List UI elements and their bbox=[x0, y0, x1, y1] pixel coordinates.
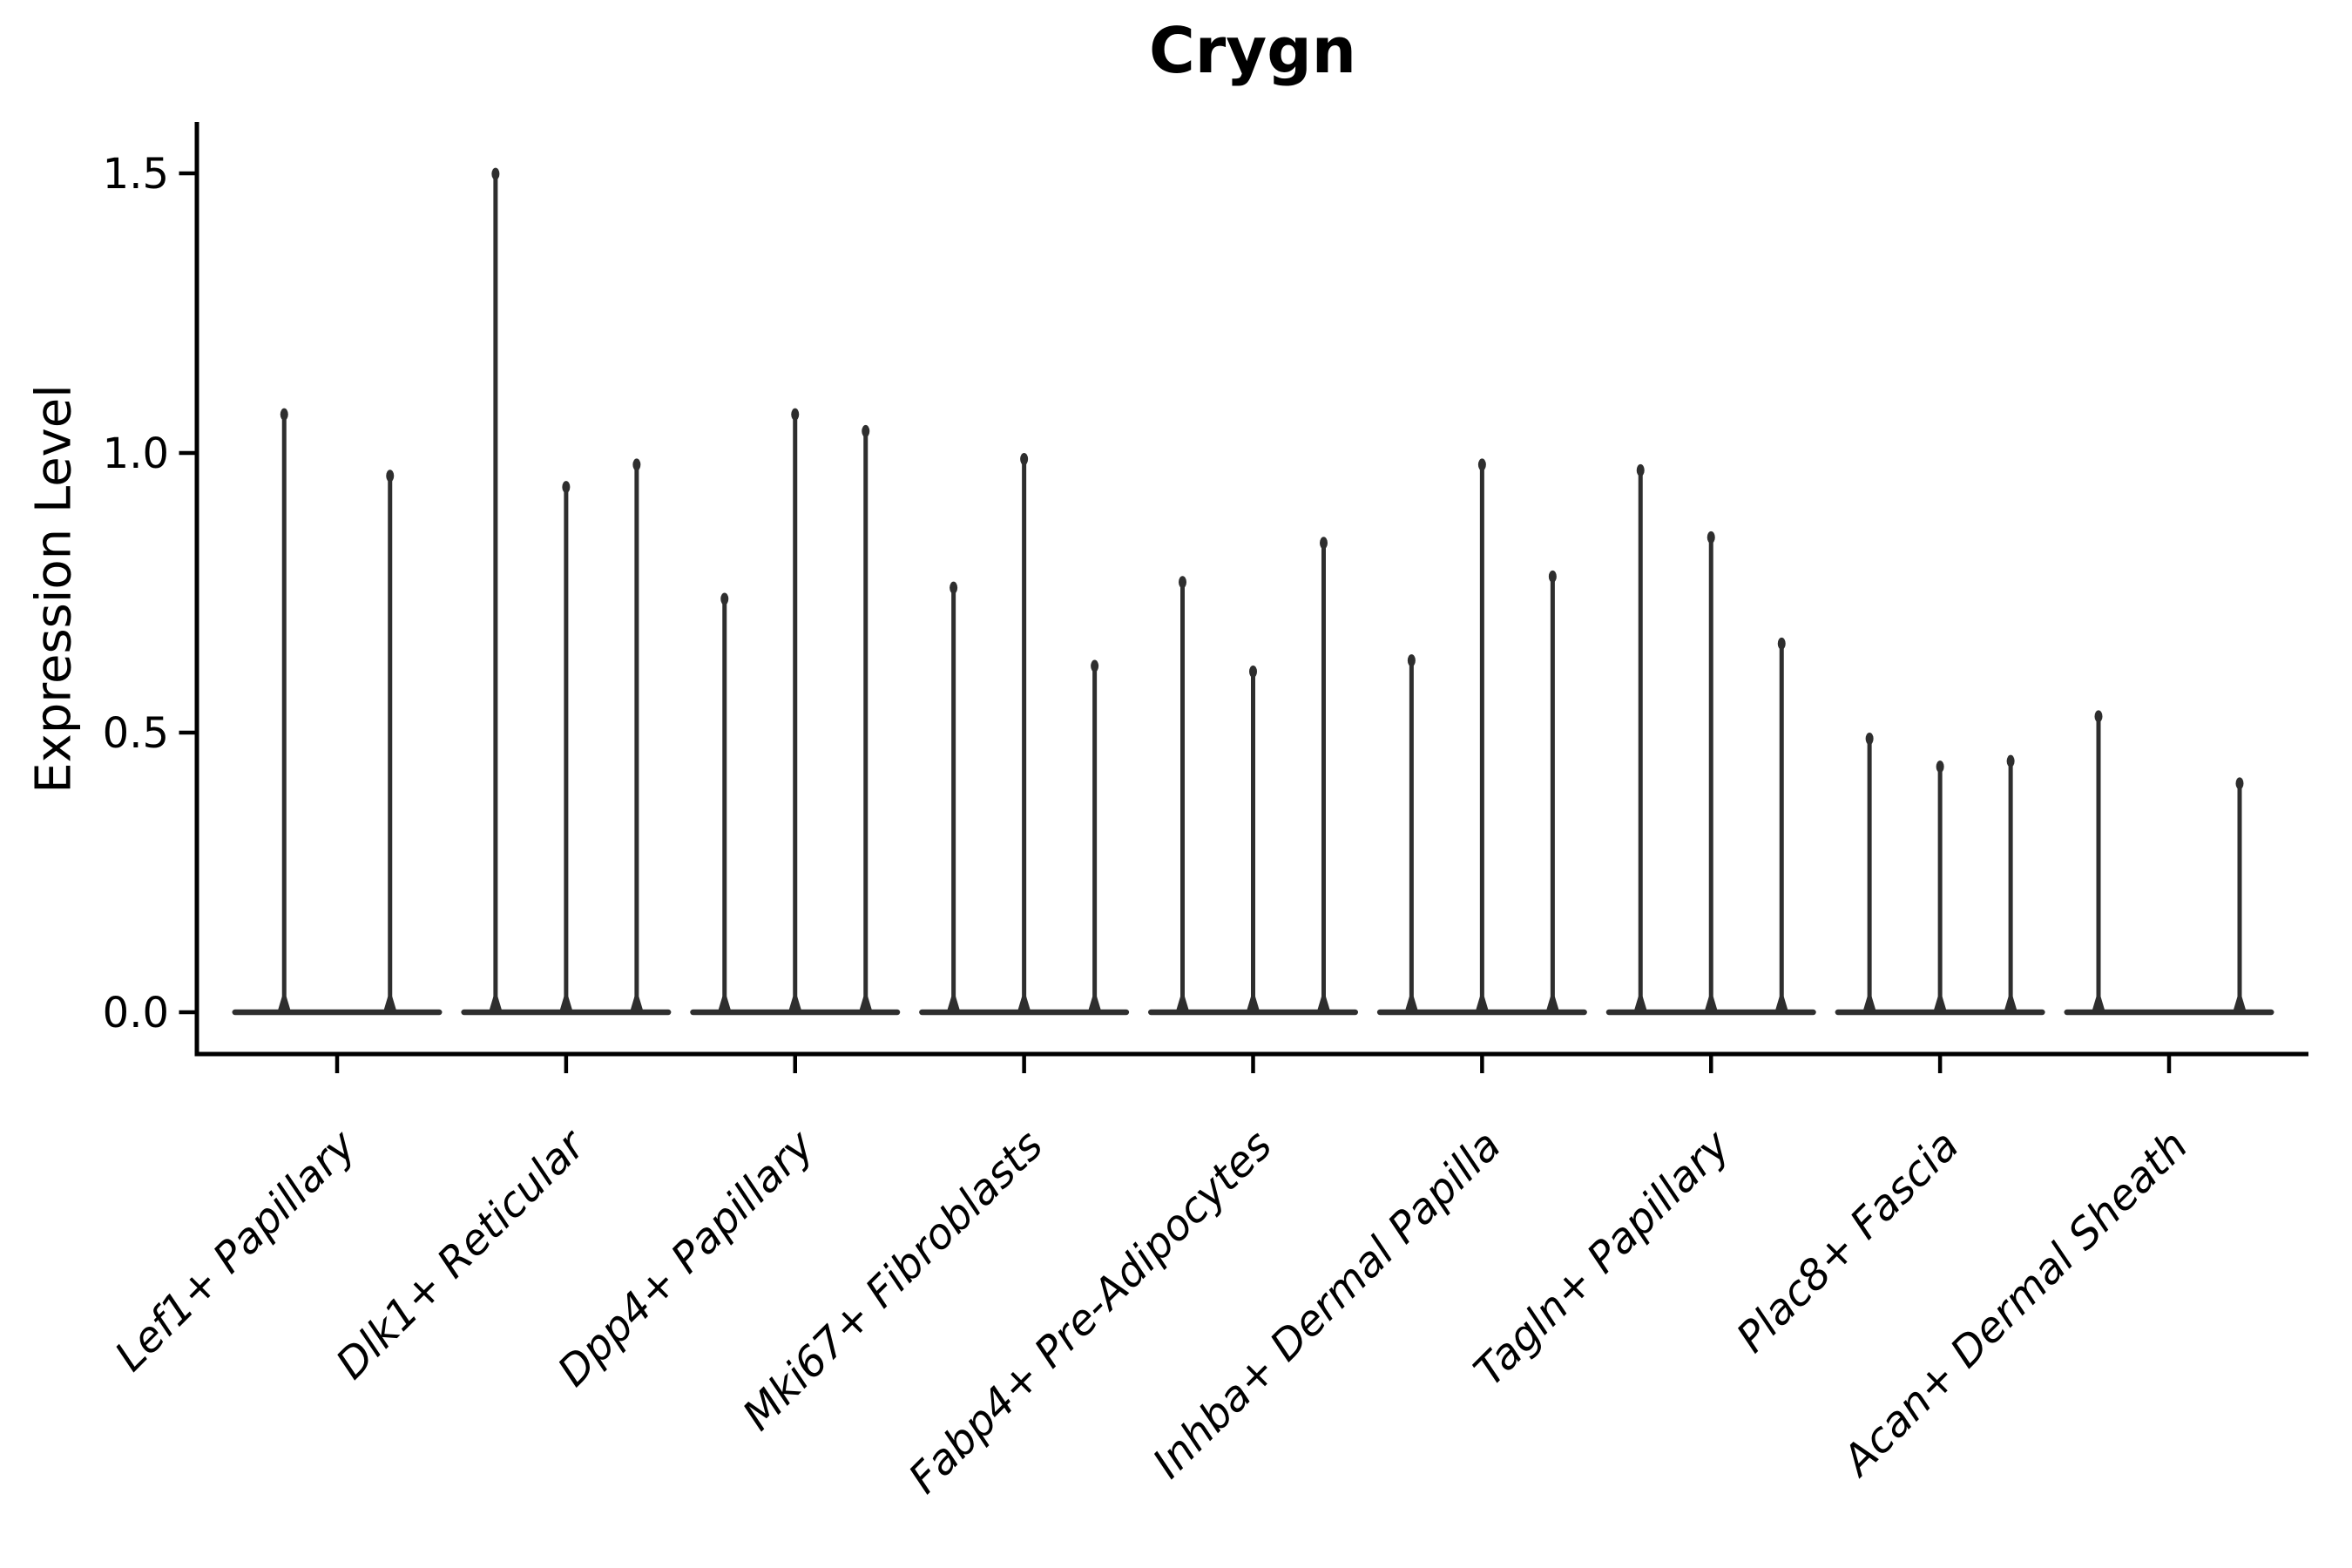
violin-needle bbox=[388, 473, 393, 1012]
violin-needle-tip bbox=[562, 481, 571, 494]
violin-needle-tip bbox=[862, 424, 870, 437]
x-tick bbox=[1709, 1056, 1713, 1073]
y-tick bbox=[179, 171, 195, 176]
violin-needle-tip bbox=[386, 470, 395, 483]
violin-needle-tip bbox=[280, 408, 288, 421]
violin-needle bbox=[793, 411, 798, 1012]
violin-needle bbox=[634, 462, 639, 1012]
violin-needle-tip bbox=[1179, 576, 1186, 589]
violin-needle-tip bbox=[2235, 777, 2244, 790]
x-tick bbox=[1022, 1056, 1026, 1073]
x-tick bbox=[2166, 1056, 2172, 1073]
violin-needle-tip bbox=[1477, 458, 1486, 471]
x-tick bbox=[1251, 1056, 1255, 1073]
x-tick bbox=[793, 1056, 797, 1073]
y-axis-spine bbox=[194, 122, 199, 1057]
x-tick bbox=[564, 1056, 569, 1073]
x-tick-label: Lef1+ Papillary bbox=[105, 1120, 366, 1381]
x-tick bbox=[1480, 1056, 1484, 1073]
violin-needle-tip bbox=[491, 167, 500, 180]
violin-needle-tip bbox=[950, 581, 958, 594]
x-tick-label: Dpp4+ Papillary bbox=[549, 1120, 824, 1396]
violin-needle-tip bbox=[1548, 570, 1557, 583]
violin-needle-tip bbox=[1320, 537, 1328, 550]
violin-needle-tip bbox=[791, 408, 800, 421]
violin-needle-tip bbox=[1777, 637, 1786, 650]
violin-needle bbox=[2237, 781, 2242, 1012]
y-tick-label: 0.0 bbox=[103, 989, 169, 1037]
violin-needle-tip bbox=[1936, 760, 1944, 774]
violin-needle bbox=[1409, 658, 1414, 1012]
x-tick bbox=[335, 1056, 340, 1073]
violin-needle bbox=[1321, 540, 1326, 1012]
violin-needle bbox=[722, 596, 727, 1012]
plot-title: Crygn bbox=[1148, 14, 1357, 87]
x-tick-label: Dlk1+ Reticular bbox=[327, 1119, 597, 1389]
violin-needle-tip bbox=[1707, 531, 1715, 544]
violin-needle-tip bbox=[1020, 453, 1029, 465]
violin-needle bbox=[951, 585, 956, 1012]
y-tick bbox=[179, 450, 195, 456]
violin-needle bbox=[863, 428, 868, 1012]
violin-needle-tip bbox=[2094, 710, 2103, 723]
x-axis-spine bbox=[194, 1051, 2308, 1057]
violin-needle bbox=[2008, 758, 2013, 1012]
violin-needle bbox=[1022, 456, 1027, 1012]
y-tick-label: 0.5 bbox=[103, 709, 169, 758]
x-tick-label: Fabp4+ Pre-Adipocytes bbox=[899, 1121, 1281, 1504]
violin-needle bbox=[1779, 640, 1784, 1012]
violin-needle bbox=[493, 171, 498, 1012]
violin-baseline bbox=[2064, 1009, 2274, 1016]
violin-needle bbox=[1550, 573, 1555, 1012]
violin-baseline bbox=[232, 1009, 443, 1016]
y-tick bbox=[179, 1010, 195, 1015]
x-tick-label: Plac8+ Fascia bbox=[1727, 1121, 1969, 1362]
violin-needle bbox=[1092, 663, 1098, 1012]
violin-needle-tip bbox=[1091, 659, 1099, 672]
x-tick bbox=[1937, 1056, 1943, 1073]
violin-needle-tip bbox=[1407, 654, 1416, 667]
violin-needle bbox=[1937, 764, 1943, 1012]
violin-needle bbox=[1251, 668, 1255, 1012]
violin-needle-tip bbox=[720, 592, 729, 605]
violin-needle-tip bbox=[632, 458, 641, 471]
x-tick-label: Tagln+ Papillary bbox=[1465, 1120, 1740, 1396]
violin-needle bbox=[1479, 462, 1484, 1012]
violin-needle bbox=[1638, 467, 1643, 1012]
violin-needle bbox=[2096, 713, 2101, 1012]
y-tick-label: 1.5 bbox=[103, 150, 169, 199]
y-tick bbox=[179, 730, 195, 735]
violin-needle-tip bbox=[1865, 733, 1874, 745]
violin-needle bbox=[1708, 534, 1713, 1012]
violin-needle bbox=[564, 484, 569, 1012]
violin-needle-tip bbox=[1636, 463, 1645, 476]
violin-needle bbox=[1867, 736, 1872, 1012]
violin-needle bbox=[281, 411, 287, 1012]
y-tick-label: 1.0 bbox=[103, 429, 169, 478]
violin-needle-tip bbox=[1249, 665, 1257, 678]
violin-needle bbox=[1180, 579, 1185, 1012]
violin-needle-tip bbox=[2006, 754, 2015, 767]
